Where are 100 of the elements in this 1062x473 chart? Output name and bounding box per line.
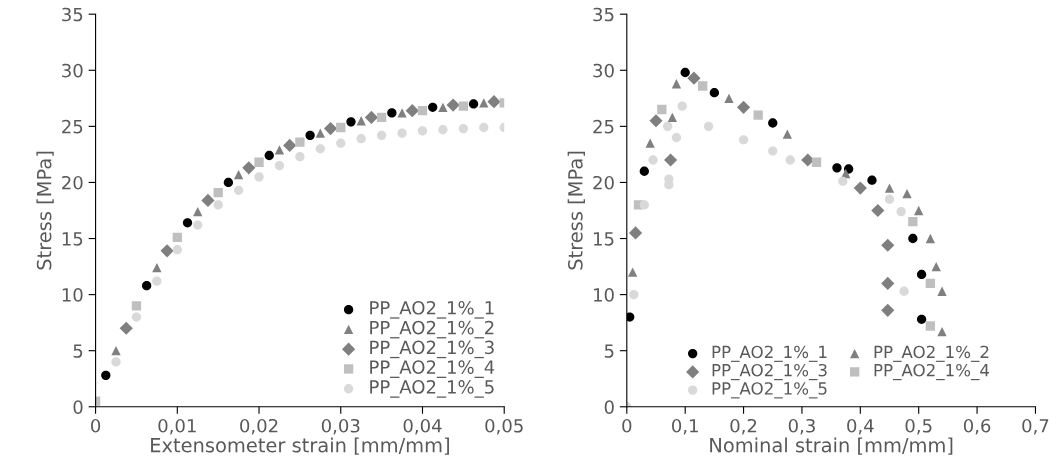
point bbox=[152, 263, 162, 273]
point bbox=[626, 312, 635, 322]
point bbox=[908, 233, 918, 244]
point bbox=[233, 169, 244, 180]
y-tick-label: 15 bbox=[594, 232, 614, 246]
point bbox=[356, 116, 366, 126]
point bbox=[667, 112, 677, 123]
point bbox=[182, 218, 193, 228]
point bbox=[468, 99, 479, 109]
point bbox=[680, 67, 690, 78]
point bbox=[753, 110, 763, 120]
point bbox=[736, 100, 751, 114]
point bbox=[201, 193, 215, 207]
point bbox=[902, 189, 912, 199]
point bbox=[397, 128, 407, 138]
point bbox=[627, 267, 638, 277]
point bbox=[841, 168, 851, 179]
point bbox=[438, 125, 448, 135]
point bbox=[871, 203, 885, 218]
point bbox=[417, 106, 428, 116]
point bbox=[916, 269, 927, 280]
point bbox=[785, 155, 795, 165]
point bbox=[649, 114, 663, 128]
x-tick-label: 0,4 bbox=[847, 418, 874, 435]
point bbox=[458, 123, 469, 134]
point bbox=[356, 134, 366, 144]
point bbox=[119, 321, 133, 335]
legend-label: PP_AO2_1%_3 bbox=[370, 340, 494, 359]
y-tick-label: 30 bbox=[62, 63, 83, 78]
point bbox=[438, 102, 448, 112]
point bbox=[937, 326, 947, 337]
point bbox=[639, 166, 649, 176]
point bbox=[811, 157, 822, 167]
y-axis-title: Stress [MPa] bbox=[567, 151, 585, 270]
point bbox=[295, 151, 305, 162]
x-tick-label: 0,02 bbox=[240, 418, 278, 435]
point bbox=[142, 280, 152, 291]
point bbox=[925, 278, 936, 289]
y-tick-label: 25 bbox=[62, 119, 83, 134]
point bbox=[274, 145, 285, 155]
point bbox=[709, 88, 720, 98]
point bbox=[193, 220, 203, 230]
point bbox=[131, 301, 142, 311]
point bbox=[172, 245, 182, 255]
point bbox=[853, 181, 867, 195]
legend-label: PP_AO2_1%_1 bbox=[370, 300, 494, 319]
point bbox=[782, 129, 793, 139]
point bbox=[315, 128, 325, 138]
point bbox=[213, 200, 223, 210]
point bbox=[446, 98, 460, 112]
x-tick-label: 0,05 bbox=[485, 418, 523, 435]
legend-label: PP_AO2_1%_5 bbox=[712, 382, 827, 399]
x-tick-label: 0,03 bbox=[321, 418, 360, 435]
x-tick-label: 0 bbox=[622, 418, 632, 433]
point bbox=[254, 172, 264, 182]
y-tick-label: 20 bbox=[62, 175, 83, 190]
point bbox=[405, 104, 419, 118]
y-tick-label: 10 bbox=[62, 288, 83, 302]
point bbox=[657, 104, 667, 115]
x-axis-title: Nominal strain [mm/mm] bbox=[710, 437, 953, 455]
point bbox=[213, 187, 223, 198]
point bbox=[101, 370, 111, 381]
point bbox=[111, 357, 121, 367]
point bbox=[703, 121, 714, 132]
point bbox=[417, 126, 428, 136]
point bbox=[254, 157, 264, 167]
point bbox=[664, 153, 678, 167]
x-tick-label: 0,3 bbox=[788, 418, 815, 435]
point bbox=[867, 175, 877, 185]
point bbox=[881, 238, 895, 252]
point bbox=[336, 122, 346, 133]
point bbox=[479, 122, 489, 133]
legend-label: PP_AO2_1%_2 bbox=[370, 320, 494, 339]
x-tick-label: 0,2 bbox=[730, 418, 757, 435]
y-tick-label: 10 bbox=[594, 288, 614, 302]
point bbox=[698, 81, 708, 91]
point bbox=[908, 217, 918, 227]
x-axis-title: Extensometer strain [mm/mm] bbox=[151, 437, 449, 455]
point bbox=[884, 194, 895, 204]
point bbox=[172, 232, 182, 243]
point bbox=[336, 138, 346, 148]
point bbox=[925, 233, 936, 244]
point bbox=[931, 261, 941, 272]
legend-label: PP_AO2_1%_2 bbox=[874, 345, 989, 362]
point bbox=[376, 130, 387, 140]
point bbox=[397, 108, 407, 118]
point bbox=[768, 146, 778, 156]
y-tick-label: 15 bbox=[62, 232, 83, 246]
point bbox=[925, 321, 936, 331]
x-tick-label: 0,04 bbox=[403, 418, 442, 435]
y-tick-label: 35 bbox=[62, 7, 83, 22]
y-tick-label: 20 bbox=[593, 175, 614, 190]
y-tick-label: 25 bbox=[593, 119, 614, 134]
point bbox=[648, 155, 658, 165]
point bbox=[896, 206, 906, 217]
y-tick-label: 30 bbox=[593, 63, 614, 78]
point bbox=[193, 206, 203, 217]
point bbox=[687, 71, 701, 85]
point bbox=[671, 132, 682, 143]
point bbox=[884, 183, 895, 193]
